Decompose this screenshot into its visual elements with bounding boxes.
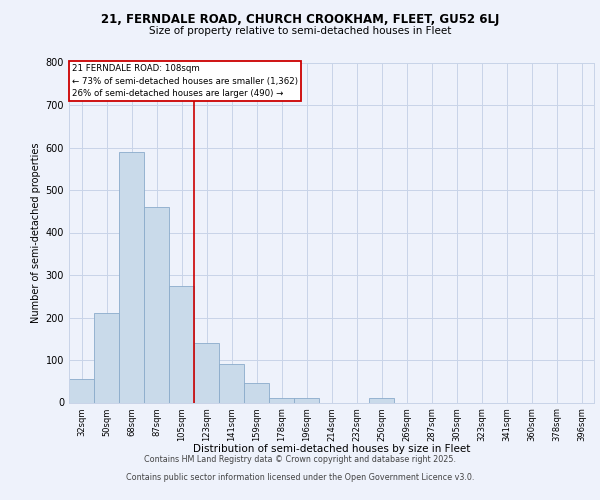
Bar [269,398,294,402]
Bar [119,152,144,403]
Bar [69,379,94,402]
Bar [294,398,319,402]
Bar [94,313,119,402]
Bar [244,384,269,402]
Text: Contains public sector information licensed under the Open Government Licence v3: Contains public sector information licen… [126,472,474,482]
Bar [169,286,194,403]
Bar [144,207,169,402]
Text: 21, FERNDALE ROAD, CHURCH CROOKHAM, FLEET, GU52 6LJ: 21, FERNDALE ROAD, CHURCH CROOKHAM, FLEE… [101,12,499,26]
Text: 21 FERNDALE ROAD: 108sqm
← 73% of semi-detached houses are smaller (1,362)
26% o: 21 FERNDALE ROAD: 108sqm ← 73% of semi-d… [71,64,298,98]
Text: Contains HM Land Registry data © Crown copyright and database right 2025.: Contains HM Land Registry data © Crown c… [144,455,456,464]
Text: Size of property relative to semi-detached houses in Fleet: Size of property relative to semi-detach… [149,26,451,36]
Y-axis label: Number of semi-detached properties: Number of semi-detached properties [31,142,41,323]
X-axis label: Distribution of semi-detached houses by size in Fleet: Distribution of semi-detached houses by … [193,444,470,454]
Bar [194,343,219,402]
Bar [219,364,244,403]
Bar [369,398,394,402]
